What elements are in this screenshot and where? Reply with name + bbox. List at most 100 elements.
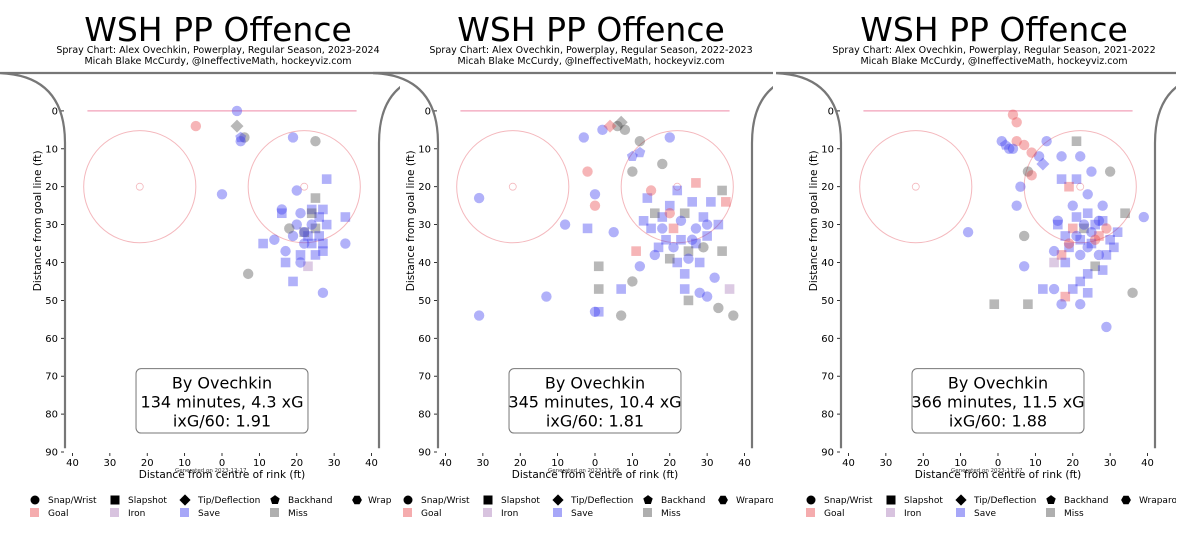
legend-swatch-miss [1046, 508, 1055, 517]
y-tick-label: 50 [45, 296, 58, 307]
shot-point-miss [299, 227, 310, 237]
shot-point-save [340, 238, 351, 249]
shot-point-save [1064, 242, 1074, 253]
legend-label: Goal [824, 509, 845, 519]
x-tick-label: 10 [1029, 458, 1042, 469]
shot-point-miss [634, 136, 646, 147]
shot-point-save [589, 189, 601, 200]
stats-line: 366 minutes, 11.5 xG [911, 393, 1084, 412]
shot-point-save [691, 238, 701, 249]
stats-box [911, 368, 1085, 434]
shot-point-goal [603, 119, 617, 133]
shot-point-save [690, 223, 702, 234]
shot-point-miss [728, 310, 739, 321]
shot-point-save [1078, 219, 1090, 230]
x-tick-label: 40 [738, 458, 751, 469]
x-tick-label: 30 [328, 458, 341, 469]
shot-point-save [1075, 298, 1086, 310]
y-tick-label: 40 [45, 258, 58, 269]
y-tick-label: 50 [418, 296, 431, 307]
x-tick-label: 10 [178, 458, 191, 469]
shot-point-save [1101, 321, 1112, 333]
chart-subtitle: Spray Chart: Alex Ovechkin, Powerplay, R… [56, 45, 379, 56]
x-axis-label: Distance from centre of rink (ft) [139, 469, 306, 481]
shot-point-save [231, 105, 243, 117]
shot-points [190, 105, 351, 299]
stats-line: By Ovechkin [948, 374, 1048, 393]
shot-point-save [616, 284, 626, 294]
legend-swatch-goal [403, 508, 412, 517]
legend-label: Save [571, 509, 594, 519]
legend-label: Wrap [368, 496, 392, 506]
legend-label: Goal [48, 509, 69, 519]
shot-point-save [1000, 139, 1011, 150]
shot-point-save [303, 231, 313, 241]
chart-title: WSH PP Offence [860, 10, 1128, 49]
shot-point-save [1086, 226, 1097, 238]
shot-point-save [1086, 166, 1097, 177]
legend-swatch-save [956, 508, 965, 517]
y-tick-label: 20 [821, 182, 834, 193]
shot-point-save [318, 238, 328, 249]
shot-point-save [686, 234, 698, 245]
legend-swatch-miss [270, 508, 279, 517]
x-tick-label: 10 [253, 458, 266, 469]
shot-point-save [1052, 215, 1064, 227]
shot-point-goal [1101, 223, 1112, 234]
y-tick-label: 60 [45, 334, 58, 345]
legend-hexagon-icon [1121, 495, 1131, 505]
y-tick-label: 20 [45, 182, 58, 193]
shot-point-goal [589, 200, 601, 211]
x-tick-label: 0 [995, 458, 1001, 469]
shot-point-miss [612, 120, 623, 132]
legend-label: Tip/Deflection [570, 496, 633, 506]
shot-point-save [597, 124, 608, 136]
shot-point-save [291, 219, 302, 230]
shot-point-miss [989, 299, 1000, 309]
shot-point-save [1056, 151, 1067, 162]
x-tick-label: 40 [439, 458, 452, 469]
shot-point-save [1075, 234, 1086, 245]
legend-square-icon [886, 495, 896, 505]
shot-point-miss [614, 115, 628, 129]
shot-point-save [269, 234, 280, 245]
generated-date: Generated on 2023-12-17 [175, 468, 247, 474]
x-tick-label: 20 [663, 458, 676, 469]
x-axis-label: Distance from centre of rink (ft) [915, 469, 1082, 481]
shot-point-goal [721, 197, 731, 207]
shot-point-save [340, 212, 351, 222]
shot-point-miss [657, 158, 668, 170]
shot-point-save [1048, 245, 1060, 257]
shot-point-save [675, 215, 687, 227]
legend-swatch-save [553, 508, 562, 517]
shot-point-miss [664, 253, 675, 264]
y-tick-label: 10 [45, 144, 58, 155]
shot-point-save [306, 238, 317, 249]
shot-point-save [1071, 230, 1082, 242]
shot-point-miss [284, 223, 295, 234]
shot-points [962, 109, 1149, 333]
shot-point-miss [627, 166, 638, 177]
stats-line: 134 minutes, 4.3 xG [141, 393, 304, 412]
shot-point-save [235, 136, 246, 147]
legend-label: Miss [288, 509, 308, 519]
shot-point-save [306, 204, 317, 215]
legend-diamond-icon [179, 494, 191, 506]
x-tick-label: 0 [592, 458, 598, 469]
shot-point-save [664, 132, 675, 143]
faceoff-dot [673, 182, 682, 191]
shot-point-save [582, 223, 593, 234]
x-tick-label: 0 [219, 458, 225, 469]
faceoff-dot [135, 182, 144, 191]
shot-point-goal [190, 120, 202, 132]
shot-point-goal [1011, 136, 1022, 147]
x-tick-label: 10 [551, 458, 564, 469]
faceoff-dot [911, 182, 920, 191]
legend-label: Backhand [661, 496, 706, 506]
shot-point-miss [679, 208, 690, 219]
shot-points [473, 115, 739, 321]
y-tick-label: 80 [45, 410, 58, 421]
faceoff-circle [620, 130, 734, 244]
shot-point-save [216, 189, 228, 200]
legend-circle-icon [806, 495, 816, 505]
